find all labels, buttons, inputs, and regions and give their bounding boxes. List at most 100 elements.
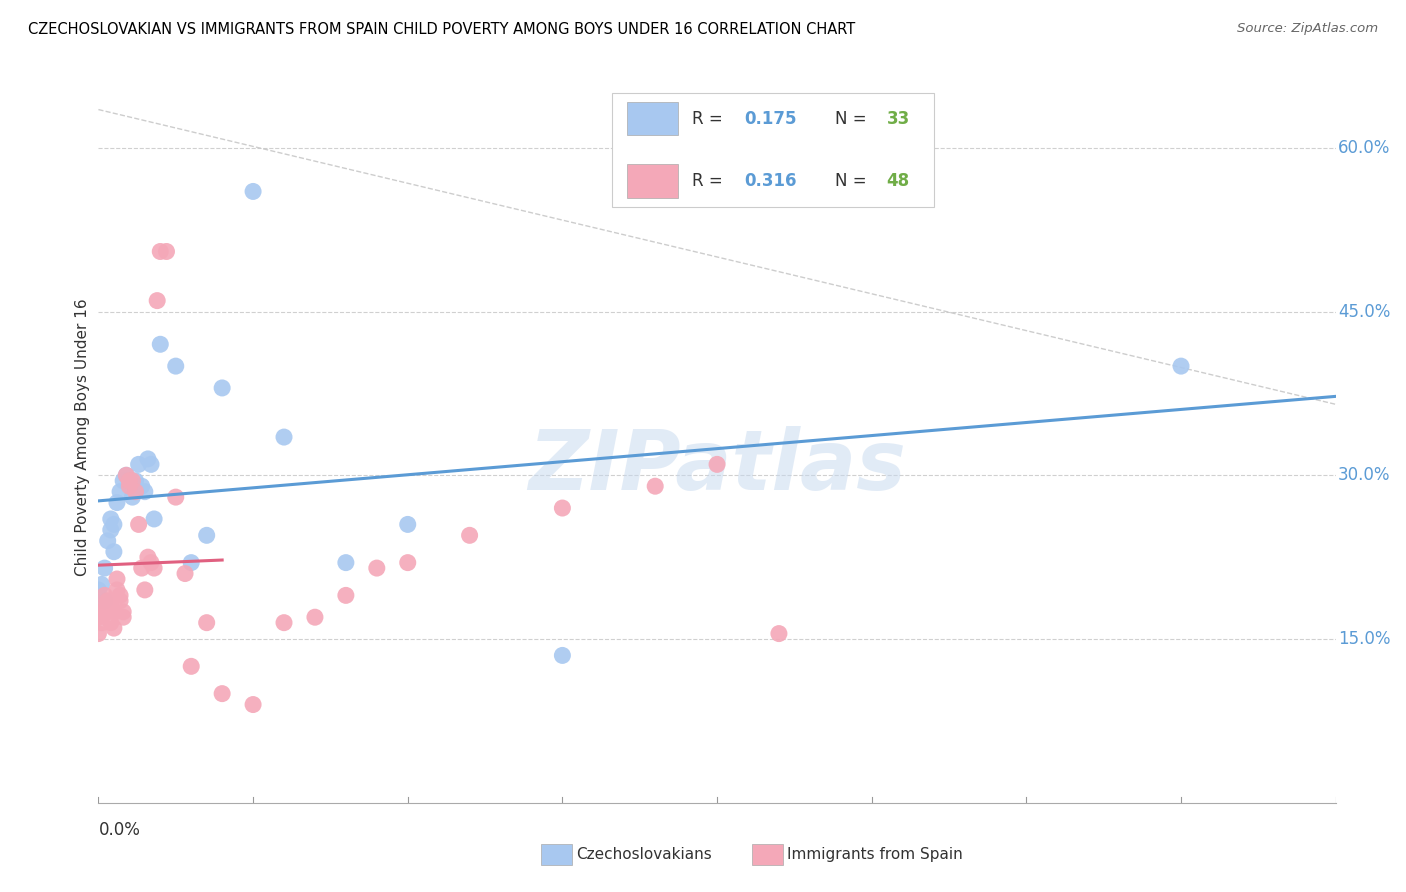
Point <box>128 517 150 532</box>
Point <box>112 474 135 488</box>
Point <box>105 572 128 586</box>
Point <box>90 605 112 619</box>
Text: Czechoslovakians: Czechoslovakians <box>576 847 713 862</box>
Point <box>108 594 131 608</box>
Point <box>273 430 295 444</box>
Point <box>90 577 112 591</box>
Point <box>458 528 481 542</box>
Point <box>165 359 187 373</box>
Point <box>124 474 146 488</box>
Point <box>115 468 138 483</box>
Text: ZIPatlas: ZIPatlas <box>529 425 905 507</box>
FancyBboxPatch shape <box>612 94 934 207</box>
FancyBboxPatch shape <box>627 164 679 198</box>
Point <box>118 474 141 488</box>
Point <box>149 244 172 259</box>
Text: 60.0%: 60.0% <box>1339 139 1391 157</box>
Point <box>108 588 131 602</box>
Point <box>90 615 112 630</box>
Point <box>112 605 135 619</box>
Point <box>149 337 172 351</box>
Point <box>143 561 166 575</box>
Point <box>93 599 115 614</box>
Point <box>87 610 110 624</box>
Point <box>134 484 156 499</box>
Point <box>195 615 218 630</box>
Point <box>118 479 141 493</box>
Text: 0.316: 0.316 <box>744 172 797 190</box>
Point <box>115 468 138 483</box>
Point <box>139 458 162 472</box>
Point <box>134 582 156 597</box>
Point <box>180 659 202 673</box>
Point <box>105 582 128 597</box>
Point <box>1170 359 1192 373</box>
Point <box>87 626 110 640</box>
Point <box>100 615 122 630</box>
Text: 0.175: 0.175 <box>744 110 797 128</box>
Text: Source: ZipAtlas.com: Source: ZipAtlas.com <box>1237 22 1378 36</box>
Y-axis label: Child Poverty Among Boys Under 16: Child Poverty Among Boys Under 16 <box>75 298 90 576</box>
Point <box>103 605 125 619</box>
Point <box>139 556 162 570</box>
Point <box>396 517 419 532</box>
Point <box>103 517 125 532</box>
Point <box>174 566 197 581</box>
Point <box>180 556 202 570</box>
Point <box>335 588 357 602</box>
Point <box>103 621 125 635</box>
Point <box>155 244 177 259</box>
Point <box>335 556 357 570</box>
Text: 48: 48 <box>887 172 910 190</box>
Point <box>100 599 122 614</box>
Point <box>100 512 122 526</box>
Point <box>97 594 120 608</box>
Text: 30.0%: 30.0% <box>1339 467 1391 484</box>
Point <box>131 479 153 493</box>
Text: N =: N = <box>835 172 872 190</box>
Text: 45.0%: 45.0% <box>1339 302 1391 320</box>
Point <box>273 615 295 630</box>
Point <box>211 381 233 395</box>
Point <box>242 698 264 712</box>
Point <box>93 588 115 602</box>
Point <box>396 556 419 570</box>
Text: Immigrants from Spain: Immigrants from Spain <box>787 847 963 862</box>
Text: R =: R = <box>692 172 728 190</box>
Point <box>118 474 141 488</box>
Point <box>551 648 574 663</box>
Point <box>366 561 388 575</box>
Point <box>136 451 159 466</box>
Text: R =: R = <box>692 110 728 128</box>
Text: N =: N = <box>835 110 872 128</box>
Point <box>706 458 728 472</box>
Point <box>644 479 666 493</box>
Text: CZECHOSLOVAKIAN VS IMMIGRANTS FROM SPAIN CHILD POVERTY AMONG BOYS UNDER 16 CORRE: CZECHOSLOVAKIAN VS IMMIGRANTS FROM SPAIN… <box>28 22 855 37</box>
Point <box>124 484 146 499</box>
Point <box>100 523 122 537</box>
FancyBboxPatch shape <box>627 103 679 136</box>
Point <box>131 561 153 575</box>
Point <box>146 293 169 308</box>
Text: 33: 33 <box>887 110 910 128</box>
Point <box>121 474 143 488</box>
Point <box>768 626 790 640</box>
Point <box>87 582 110 597</box>
Point <box>93 561 115 575</box>
Point <box>136 550 159 565</box>
Text: 0.0%: 0.0% <box>98 821 141 839</box>
Point <box>211 687 233 701</box>
Point <box>93 594 115 608</box>
Point <box>97 605 120 619</box>
Point <box>121 490 143 504</box>
Point <box>105 495 128 509</box>
Point <box>112 610 135 624</box>
Point <box>128 458 150 472</box>
Point <box>108 484 131 499</box>
Point <box>304 610 326 624</box>
Point <box>551 501 574 516</box>
Point <box>242 185 264 199</box>
Point <box>165 490 187 504</box>
Point <box>103 545 125 559</box>
Point <box>143 512 166 526</box>
